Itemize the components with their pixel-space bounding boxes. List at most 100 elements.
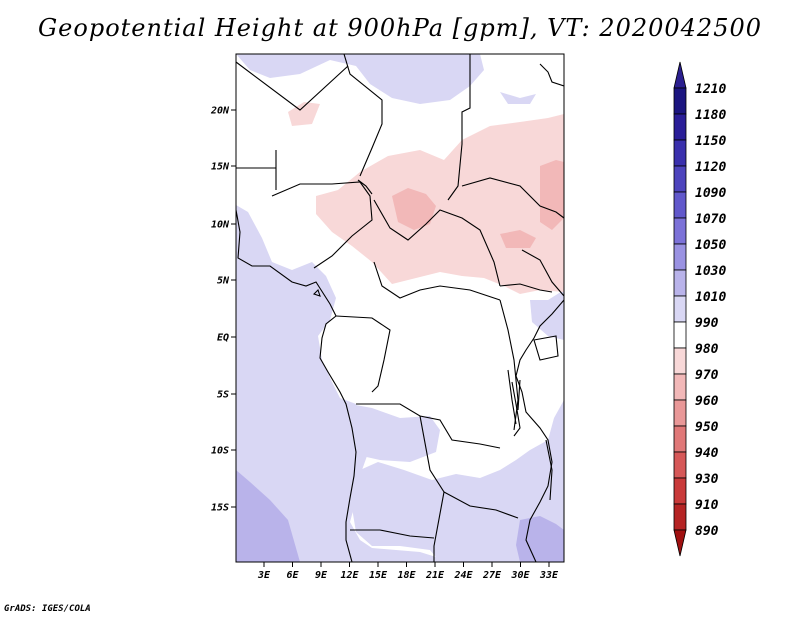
border-lake-tanganyika	[511, 381, 521, 437]
colorbar-segment	[673, 243, 687, 271]
colorbar: 1210 1180 1150 1120 1090 1070 1050 1030 1010 990 9…	[673, 61, 726, 557]
colorbar-segment	[673, 165, 687, 193]
colorbar-segment	[673, 295, 687, 323]
colorbar-segment	[673, 373, 687, 401]
lat-label: 5N	[217, 276, 230, 287]
lon-label: 9E	[315, 570, 328, 581]
colorbar-label: 960	[695, 394, 719, 409]
border-great-lakes	[507, 369, 521, 425]
border-drc-south	[356, 403, 501, 449]
latitude-axis: 20N 15N 10N 5N EQ 5S 10S 15S	[210, 106, 236, 514]
colorbar-top-arrow	[673, 61, 687, 89]
colorbar-label: 1150	[695, 134, 726, 149]
colorbar-segment	[673, 347, 687, 375]
border-congo	[335, 315, 391, 393]
longitude-axis: 3E 6E 9E 12E 15E 18E 21E 24E 27E 30E 33E	[257, 562, 559, 581]
lon-label: 6E	[286, 570, 299, 581]
colorbar-label: 890	[695, 524, 719, 539]
lon-label: 12E	[340, 570, 359, 581]
border-car-south	[373, 261, 501, 301]
colorbar-label: 990	[695, 316, 719, 331]
lon-label: 18E	[397, 570, 416, 581]
colorbar-label: 1180	[695, 108, 726, 123]
colorbar-label: 1090	[695, 186, 726, 201]
border-sahara-2	[447, 54, 471, 201]
colorbar-label: 1030	[695, 264, 726, 279]
colorbar-segment	[673, 399, 687, 427]
border-nigeria	[271, 181, 373, 269]
colorbar-segment	[673, 191, 687, 219]
field-pink-north	[288, 102, 320, 126]
lat-label: 10N	[211, 220, 230, 231]
border-coastline-west	[236, 209, 357, 562]
grads-credit: GrADS: IGES/COLA	[4, 604, 91, 614]
lon-label: 3E	[257, 570, 271, 581]
field-blue-north	[236, 54, 484, 104]
lon-label: 30E	[510, 570, 530, 581]
border-chad-lake	[357, 179, 373, 195]
border-zambia-south	[443, 491, 519, 519]
field-blue-south	[352, 400, 564, 562]
colorbar-segment	[673, 425, 687, 453]
colorbar-label: 1120	[695, 160, 726, 175]
border-sahara-3	[236, 61, 349, 111]
colorbar-label: 950	[695, 420, 719, 435]
lat-label: 10S	[211, 446, 229, 457]
colorbar-segment	[673, 321, 687, 349]
border-bioko	[312, 288, 321, 297]
map-frame	[235, 53, 565, 563]
lat-label: EQ	[217, 333, 229, 344]
colorbar-segment	[673, 269, 687, 297]
border-south-sudan	[499, 283, 553, 293]
height-field	[236, 54, 564, 562]
border-lake-victoria	[533, 335, 559, 361]
field-purple-southwest	[236, 470, 300, 562]
colorbar-label: 940	[695, 446, 719, 461]
field-blue-atlantic	[236, 205, 452, 562]
border-ethiopia	[521, 249, 564, 297]
lat-label: 15S	[211, 503, 229, 514]
country-borders	[236, 54, 564, 562]
colorbar-segment	[673, 451, 687, 479]
lon-label: 21E	[425, 570, 445, 581]
field-pink-core-west	[392, 188, 436, 230]
colorbar-segment	[673, 113, 687, 141]
colorbar-label: 910	[695, 498, 719, 513]
border-red-sea	[539, 63, 564, 87]
colorbar-label: 1010	[695, 290, 726, 305]
lon-label: 27E	[482, 570, 502, 581]
colorbar-label: 1050	[695, 238, 726, 253]
lon-label: 33E	[539, 570, 559, 581]
field-pink-core-mid	[500, 230, 536, 248]
colorbar-segment	[673, 477, 687, 505]
field-blue-north-small	[500, 92, 536, 104]
border-sudan	[461, 177, 564, 219]
border-lake-malawi	[545, 439, 553, 501]
colorbar-segment	[673, 503, 687, 531]
field-blue-angola	[350, 404, 440, 462]
colorbar-label: 1210	[695, 82, 726, 97]
border-coastline-east	[515, 299, 564, 562]
border-chad-car	[373, 199, 501, 287]
colorbar-segment	[673, 87, 687, 115]
lon-label: 24E	[453, 570, 473, 581]
colorbar-label: 1070	[695, 212, 726, 227]
lat-label: 20N	[210, 106, 230, 117]
border-sahara-1	[343, 54, 383, 177]
colorbar-label: 930	[695, 472, 719, 487]
colorbar-label: 970	[695, 368, 719, 383]
colorbar-bottom-arrow	[673, 529, 687, 557]
lon-label: 15E	[369, 570, 388, 581]
map-title: Geopotential Height at 900hPa [gpm], VT:…	[38, 14, 762, 42]
border-namibia	[350, 529, 435, 539]
border-niger-chad	[236, 150, 277, 190]
field-blue-east	[530, 290, 564, 340]
lat-label: 15N	[211, 162, 230, 173]
colorbar-segment	[673, 217, 687, 245]
colorbar-segment	[673, 139, 687, 167]
field-pink-sahel	[316, 114, 564, 294]
field-pink-core-east	[540, 160, 564, 230]
colorbar-label: 980	[695, 342, 719, 357]
